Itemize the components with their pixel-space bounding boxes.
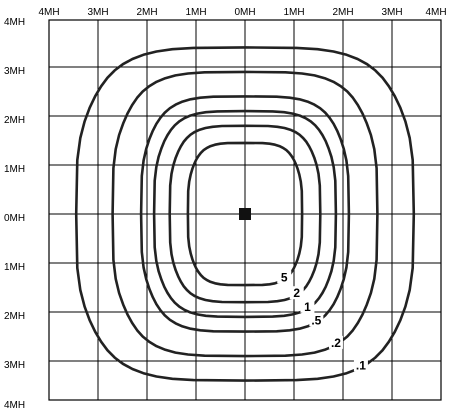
luminaire-marker [239,208,251,220]
x-axis-ticks: 4MH 3MH 2MH 1MH 0MH 1MH 2MH 3MH 4MH [38,7,446,18]
isoline-label-background [277,270,292,284]
y-tick-label: 3MH [4,360,25,371]
y-tick-label: 2MH [4,311,25,322]
isoline-label-background [309,313,324,327]
x-tick-label: 3MH [87,7,108,18]
x-tick-label: 0MH [234,7,255,18]
isoline-labels: 521.5 .2 .1 [277,270,368,372]
isoline-label: 5 [281,270,288,284]
isoline-label-background [353,358,368,372]
x-tick-label: 1MH [185,7,206,18]
isoline-label-background [328,335,343,349]
y-axis-ticks: 4MH 3MH 2MH 1MH 0MH 1MH 2MH 3MH 4MH [4,17,25,409]
isoline-label: 2 [293,286,300,300]
y-tick-label: 1MH [4,262,25,273]
y-tick-label: 2MH [4,115,25,126]
x-tick-label: 1MH [283,7,304,18]
isoline-label: 1 [304,300,311,314]
x-tick-label: 4MH [38,7,59,18]
y-tick-label: 4MH [4,17,25,28]
y-tick-label: 4MH [4,400,25,409]
isoline-label: .2 [331,336,341,350]
y-tick-label: 3MH [4,66,25,77]
x-tick-label: 2MH [332,7,353,18]
x-tick-label: 4MH [425,7,446,18]
isoline-label: .5 [311,313,321,327]
isoline-label-background [289,286,304,300]
x-tick-label: 2MH [136,7,157,18]
x-tick-label: 3MH [381,7,402,18]
y-tick-label: 1MH [4,164,25,175]
isoline-label: .1 [356,358,366,372]
isoline-label-background [300,299,315,313]
y-tick-label: 0MH [4,213,25,224]
